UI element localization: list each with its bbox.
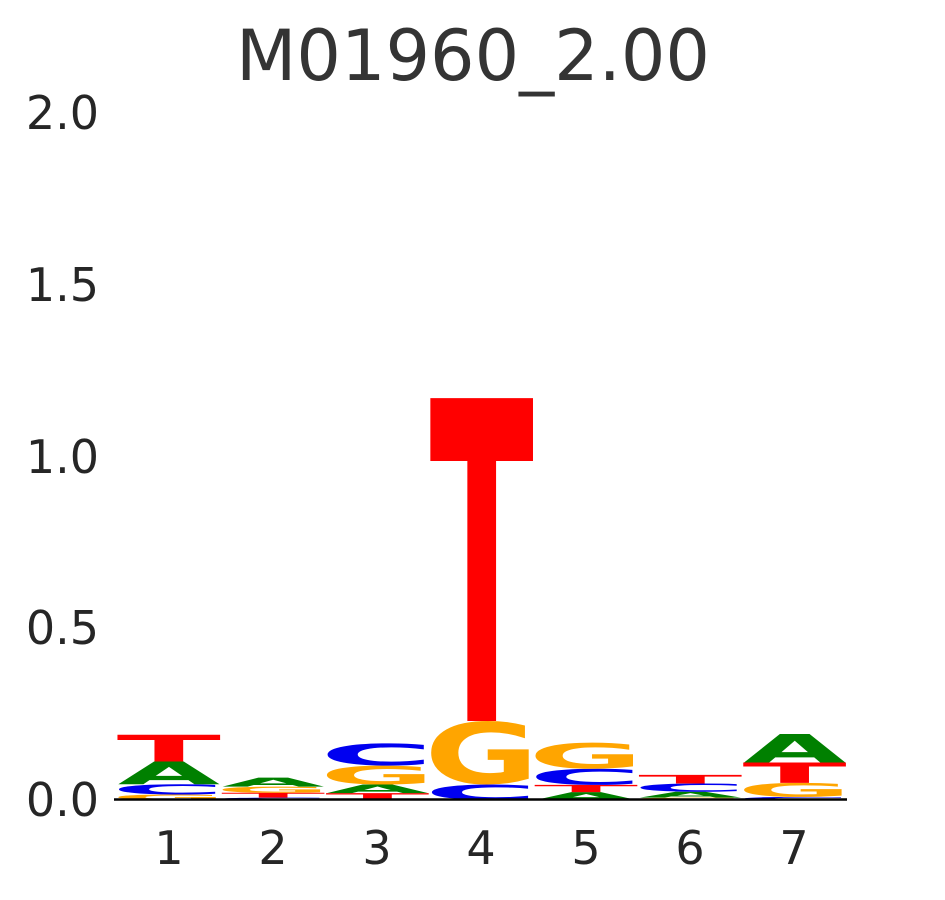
- logo-letter-t-pos2: T: [221, 792, 326, 800]
- logo-letter-c-pos6: C: [633, 781, 747, 794]
- x-tick-label: 4: [466, 821, 495, 875]
- logo-letter-g-pos7: G: [737, 779, 852, 801]
- logo-letter-c-pos5: C: [528, 765, 642, 790]
- x-tick-label: 2: [258, 821, 287, 875]
- y-tick-label: 0.0: [26, 773, 99, 827]
- logo-letter-stacks: GCATCTGATAGCCGTATCGGACTCGTA: [111, 311, 852, 827]
- logo-letter-a-pos3: A: [326, 782, 429, 796]
- x-tick-label: 3: [362, 821, 391, 875]
- logo-letter-g-pos3: G: [320, 761, 435, 790]
- logo-letter-c-pos1: C: [111, 782, 225, 798]
- logo-letter-a-pos2: A: [222, 775, 325, 789]
- x-tick-label: 7: [779, 821, 808, 875]
- logo-letter-a-pos6: A: [639, 790, 742, 799]
- logo-letter-a-pos7: A: [743, 727, 846, 773]
- logo-letter-g-pos2: G: [216, 785, 331, 794]
- logo-letter-a-pos1: A: [118, 755, 220, 791]
- logo-letter-g-pos5: G: [529, 736, 644, 776]
- logo-letter-c-pos3: C: [320, 738, 434, 772]
- y-tick-label: 1.5: [26, 258, 99, 312]
- y-axis-tick-labels: 2.0 1.5 1.0 0.5 0.0: [26, 86, 99, 827]
- y-tick-label: 1.0: [26, 430, 99, 484]
- logo-letter-g-pos4: G: [424, 706, 539, 804]
- x-axis-tick-labels: 1 2 3 4 5 6 7: [154, 821, 808, 875]
- chart-title: M01960_2.00: [236, 15, 710, 97]
- logo-letter-t-pos1: T: [117, 728, 221, 771]
- logo-letter-g-pos1: G: [111, 793, 226, 801]
- logo-letter-t-pos6: T: [638, 773, 742, 787]
- x-tick-label: 5: [571, 821, 600, 875]
- logo-letter-t-pos4: T: [430, 311, 535, 827]
- logo-letter-t-pos3: T: [325, 791, 429, 802]
- logo-letter-t-pos5: T: [534, 783, 638, 795]
- y-tick-label: 0.5: [26, 601, 99, 655]
- y-tick-label: 2.0: [26, 86, 99, 140]
- logo-letter-t-pos7: T: [743, 757, 847, 789]
- x-tick-label: 6: [675, 821, 704, 875]
- x-tick-label: 1: [154, 821, 183, 875]
